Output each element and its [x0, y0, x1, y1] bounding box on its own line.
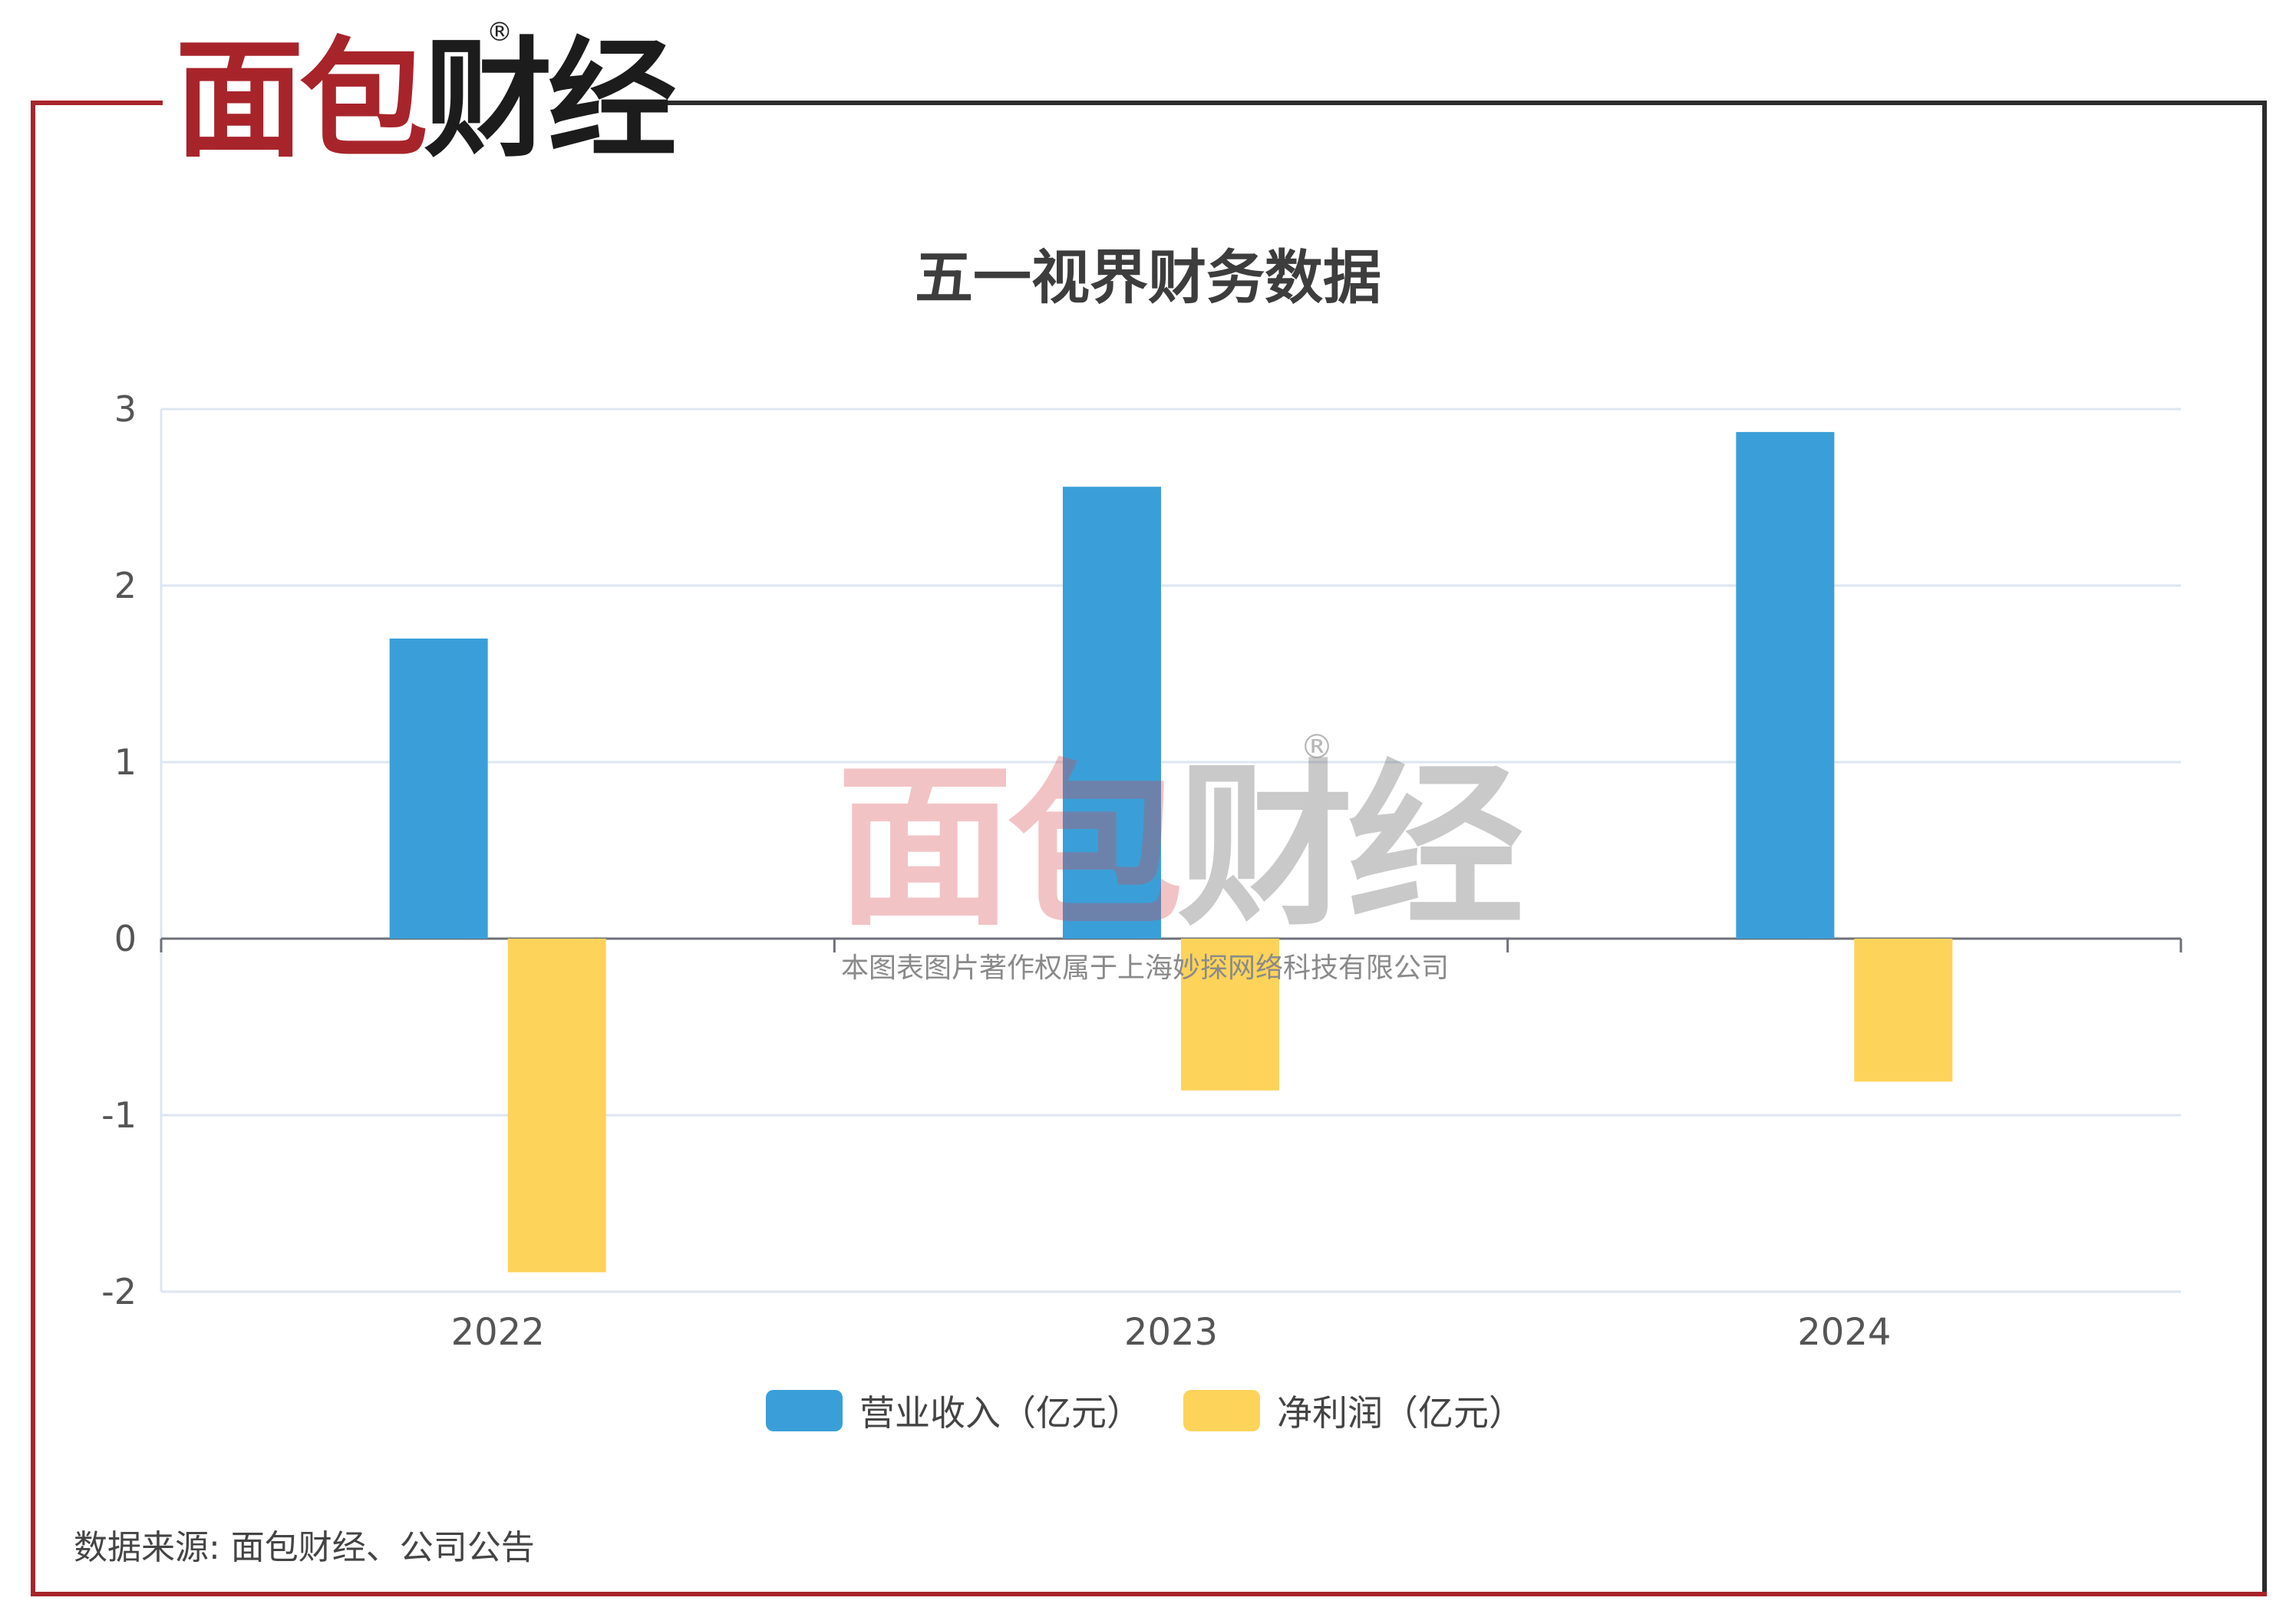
legend-label-revenue: 营业收入（亿元） [859, 1392, 1142, 1434]
brand-logo: 面包财经 [175, 31, 677, 169]
brand-logo-part2: 财经 [424, 25, 677, 175]
brand-logo-part1: 面包 [175, 25, 428, 175]
bar-net-profit-2023 [1181, 939, 1279, 1091]
data-source-note: 数据来源: 面包财经、公司公告 [74, 1528, 535, 1567]
watermark-logo: 面包财经 [836, 756, 1524, 940]
legend-swatch-revenue [766, 1390, 843, 1431]
legend-item-revenue[interactable]: 营业收入（亿元） [766, 1389, 1142, 1434]
bar-revenue-2022 [389, 639, 488, 939]
y-tick-label: 3 [114, 388, 137, 430]
y-tick-label: 0 [114, 918, 137, 959]
legend-item-net-profit[interactable]: 净利润（亿元） [1183, 1389, 1524, 1434]
bar-net-profit-2024 [1854, 939, 1953, 1082]
watermark-part2: 财经 [1177, 745, 1524, 950]
brand-registered-mark: ® [487, 17, 513, 48]
watermark-registered-mark: ® [1300, 728, 1334, 767]
y-tick-label: -2 [101, 1271, 137, 1312]
y-tick-label: 2 [114, 565, 137, 606]
y-tick-label: 1 [114, 741, 137, 783]
x-tick-label: 2024 [1797, 1311, 1891, 1354]
bar-net-profit-2022 [507, 939, 606, 1272]
watermark-part1: 面包 [836, 745, 1183, 950]
legend-label-net-profit: 净利润（亿元） [1277, 1392, 1524, 1434]
watermark-copyright: 本图表图片著作权属于上海妙探网络科技有限公司 [841, 952, 1450, 984]
y-tick-label: -1 [101, 1094, 137, 1136]
chart-title: 五一视界财务数据 [915, 243, 1381, 312]
x-tick-label: 2023 [1124, 1311, 1218, 1354]
legend-swatch-net-profit [1183, 1390, 1260, 1431]
bar-revenue-2024 [1736, 431, 1835, 939]
bar-revenue-2023 [1063, 487, 1161, 939]
x-tick-label: 2022 [451, 1311, 545, 1354]
